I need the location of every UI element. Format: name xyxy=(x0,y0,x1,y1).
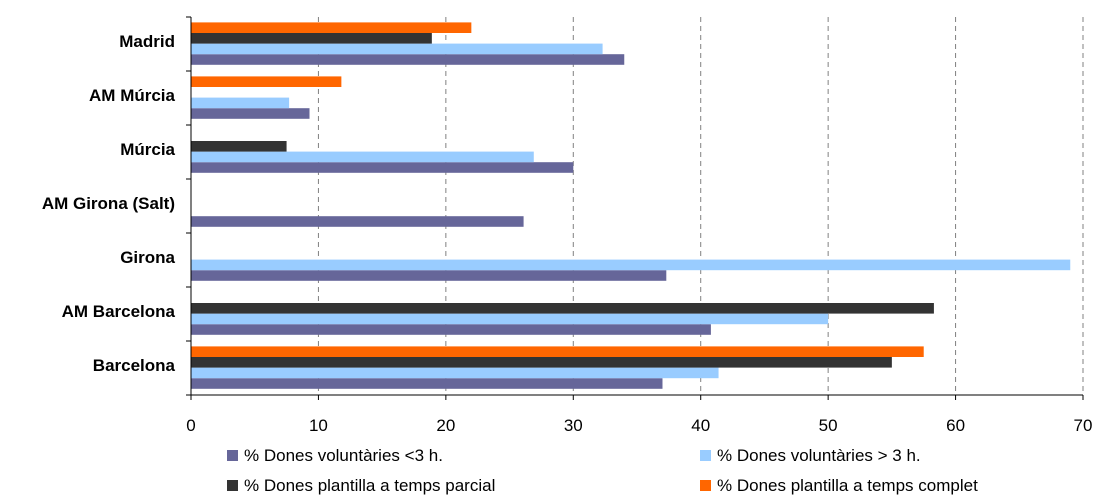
x-tick-labels: 0 10 20 30 40 50 60 70 xyxy=(186,416,1092,435)
legend-label: % Dones voluntàries <3 h. xyxy=(244,446,443,465)
category-labels: Madrid AM Múrcia Múrcia AM Girona (Salt) Gir… xyxy=(42,32,176,375)
category-label: Madrid xyxy=(119,32,175,51)
category-label: Barcelona xyxy=(93,356,176,375)
x-tick-label: 10 xyxy=(309,416,328,435)
category-label: Múrcia xyxy=(120,140,175,159)
bar-6-1 xyxy=(191,367,719,379)
bar-1-3 xyxy=(191,76,342,87)
category-label: Girona xyxy=(120,248,175,267)
bar-1-1 xyxy=(191,97,290,109)
bar-2-2 xyxy=(191,141,287,152)
bar-0-2 xyxy=(191,33,432,44)
axes xyxy=(186,16,1084,400)
bar-6-2 xyxy=(191,357,892,368)
gridlines xyxy=(317,17,1084,395)
bars xyxy=(191,22,1071,389)
bar-6-3 xyxy=(191,346,924,357)
bar-4-1 xyxy=(191,259,1071,271)
x-tick-label: 20 xyxy=(436,416,455,435)
x-tick-label: 40 xyxy=(691,416,710,435)
bar-6-0 xyxy=(191,378,663,389)
x-tick-label: 60 xyxy=(946,416,965,435)
x-tick-label: 0 xyxy=(186,416,195,435)
legend-label: % Dones voluntàries > 3 h. xyxy=(717,446,921,465)
bar-0-3 xyxy=(191,22,472,33)
x-tick-label: 30 xyxy=(564,416,583,435)
bar-1-0 xyxy=(191,108,310,119)
legend: % Dones voluntàries <3 h. % Dones voluntà… xyxy=(227,446,978,495)
legend-label: % Dones plantilla a temps parcial xyxy=(244,476,495,495)
bar-4-0 xyxy=(191,270,667,281)
bar-2-1 xyxy=(191,151,534,163)
legend-swatch xyxy=(700,450,711,461)
x-tick-label: 70 xyxy=(1074,416,1093,435)
legend-label: % Dones plantilla a temps complet xyxy=(717,476,978,495)
x-tick-label: 50 xyxy=(819,416,838,435)
bar-2-0 xyxy=(191,162,574,173)
bar-3-0 xyxy=(191,216,524,227)
bar-0-0 xyxy=(191,54,625,65)
bar-5-2 xyxy=(191,303,934,314)
bar-5-0 xyxy=(191,324,711,335)
bar-5-1 xyxy=(191,313,829,325)
category-label: AM Barcelona xyxy=(62,302,176,321)
legend-swatch xyxy=(227,450,238,461)
category-label: AM Girona (Salt) xyxy=(42,194,175,213)
bar-0-1 xyxy=(191,43,603,55)
legend-swatch xyxy=(700,480,711,491)
legend-swatch xyxy=(227,480,238,491)
category-label: AM Múrcia xyxy=(89,86,176,105)
